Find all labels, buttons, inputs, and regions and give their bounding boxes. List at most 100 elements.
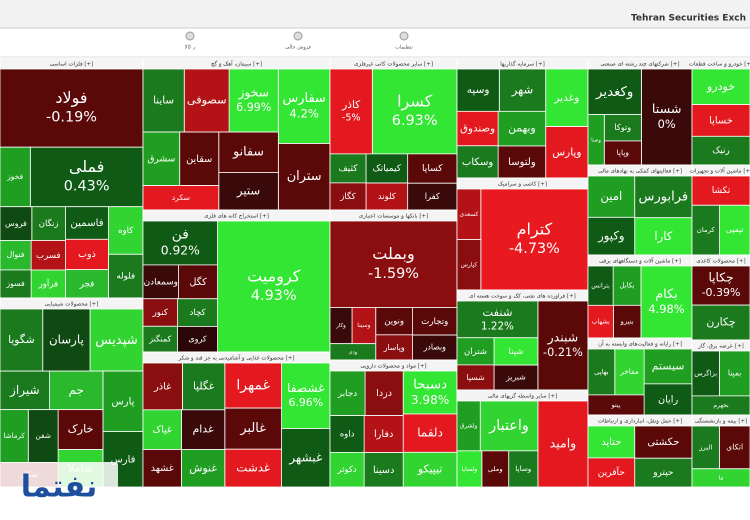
stock-tile[interactable]: وصنا: [587, 114, 605, 166]
stock-tile[interactable]: کیمیاتک: [365, 153, 409, 184]
stock-tile[interactable]: وکار: [329, 307, 353, 345]
stock-tile[interactable]: بنیرو: [612, 304, 642, 339]
stock-tile[interactable]: غالبر: [224, 407, 282, 450]
stock-tile[interactable]: کرومیت 4.93%: [217, 220, 331, 353]
stock-tile[interactable]: کفرا: [407, 182, 458, 211]
stock-tile[interactable]: دزدا: [364, 370, 404, 416]
stock-tile[interactable]: وپاسار: [375, 334, 413, 361]
stock-tile[interactable]: داوه: [329, 415, 365, 453]
stock-tile[interactable]: فسوز: [0, 269, 32, 299]
stock-tile[interactable]: غاذر: [142, 362, 183, 411]
stock-tile[interactable]: سیستم: [643, 348, 693, 385]
stock-tile[interactable]: چکاپا-0.39%: [691, 265, 750, 306]
toolbar-button[interactable]: فروش حالی: [285, 31, 311, 51]
stock-tile[interactable]: وبهمن: [497, 110, 547, 147]
stock-tile[interactable]: تیپیکو: [402, 451, 458, 488]
stock-tile[interactable]: ولشرق: [456, 400, 481, 452]
sector-name[interactable]: فعالیتهای کمکی به نهادهای مالی [+]: [598, 168, 682, 175]
stock-tile[interactable]: شیراز: [0, 370, 51, 411]
stock-tile[interactable]: غنوش: [181, 449, 226, 488]
sector-name[interactable]: محصولات غذایی و آشامیدنی به جز قند و شکر…: [178, 355, 295, 362]
stock-tile[interactable]: وامید: [537, 400, 589, 488]
sector-name[interactable]: مواد و محصولات دارویی [+]: [360, 364, 426, 370]
stock-tile[interactable]: کلوند: [365, 182, 409, 211]
stock-tile[interactable]: فاسمین: [65, 206, 109, 240]
stock-tile[interactable]: کاذر-5%: [329, 68, 373, 155]
stock-tile[interactable]: وسپه: [456, 68, 500, 112]
stock-tile[interactable]: اتکای: [718, 425, 750, 470]
stock-tile[interactable]: کارا: [634, 217, 693, 256]
toolbar-button[interactable]: تنظیمات: [395, 31, 413, 51]
stock-tile[interactable]: شفن: [27, 409, 59, 464]
stock-tile[interactable]: مفاخر: [614, 348, 645, 396]
stock-tile[interactable]: زنگان: [31, 206, 66, 241]
stock-tile[interactable]: کرماشا: [0, 409, 29, 464]
sector-name[interactable]: بیمه و بازنشستگی [+]: [695, 418, 748, 425]
stock-tile[interactable]: بمپنا: [718, 350, 750, 397]
stock-tile[interactable]: غمهرا: [224, 362, 282, 409]
stock-tile[interactable]: ولساپا: [456, 450, 483, 488]
stock-tile[interactable]: سکرد: [142, 185, 220, 211]
stock-tile[interactable]: شگویا: [0, 308, 44, 372]
stock-tile[interactable]: دلقما: [402, 413, 458, 453]
stock-tile[interactable]: وکپور: [587, 216, 636, 256]
stock-tile[interactable]: حکشتی: [634, 425, 693, 459]
sector-name[interactable]: سرمایه گذاریها [+]: [500, 61, 545, 68]
stock-tile[interactable]: وسینا: [351, 307, 377, 345]
stock-tile[interactable]: غپاک: [142, 409, 182, 450]
toolbar-button[interactable]: ر کالا: [185, 31, 196, 51]
stock-tile[interactable]: سقاین: [179, 131, 220, 186]
stock-tile[interactable]: ستیر: [218, 172, 279, 211]
stock-tile[interactable]: کروی: [177, 326, 218, 353]
stock-tile[interactable]: وکغدیر: [587, 68, 642, 115]
stock-tile[interactable]: وبملت -1.59%: [329, 220, 458, 308]
stock-tile[interactable]: فخوز: [0, 146, 31, 208]
stock-tile[interactable]: شسپا: [456, 364, 495, 391]
stock-tile[interactable]: کسعدی: [456, 188, 482, 240]
stock-tile[interactable]: وبصادر: [412, 334, 458, 361]
stock-tile[interactable]: امین: [587, 175, 636, 218]
stock-tile[interactable]: کسرا 6.93%: [371, 68, 458, 155]
stock-tile[interactable]: فرابورس: [634, 175, 693, 219]
stock-tile[interactable]: تکشا: [691, 175, 750, 206]
sector-name[interactable]: عرضه برق، گاز [+]: [697, 343, 744, 350]
stock-tile[interactable]: خارک: [57, 409, 104, 450]
stock-tile[interactable]: حآفرین: [587, 457, 636, 488]
stock-tile[interactable]: فولاد -0.19%: [0, 68, 144, 148]
stock-tile[interactable]: تپمپی: [719, 204, 750, 256]
sector-name[interactable]: کاشی و سرامیک [+]: [498, 181, 547, 188]
stock-tile[interactable]: دکوثر: [329, 452, 365, 488]
stock-tile[interactable]: حپترو: [634, 457, 693, 488]
stock-tile[interactable]: شهر: [498, 68, 547, 112]
sector-name[interactable]: استخراج کانه های فلزی [+]: [204, 213, 269, 220]
stock-tile[interactable]: غگلپا: [182, 362, 226, 411]
stock-tile[interactable]: وتجارت: [412, 307, 458, 336]
stock-tile[interactable]: رنیک: [691, 135, 750, 166]
stock-tile[interactable]: کثیف: [329, 153, 367, 184]
sector-name[interactable]: محصولات کاغذی [+]: [696, 258, 745, 265]
stock-tile[interactable]: فسرب: [30, 240, 66, 271]
stock-tile[interactable]: وپاپا: [603, 140, 642, 166]
stock-tile[interactable]: کنور: [142, 298, 178, 327]
stock-tile[interactable]: غبشهر: [281, 428, 331, 488]
stock-tile[interactable]: فملی 0.43%: [29, 146, 144, 208]
stock-tile[interactable]: چکارن: [691, 304, 750, 341]
stock-tile[interactable]: کچاد: [177, 298, 218, 327]
stock-tile[interactable]: غشهد: [142, 449, 182, 488]
stock-tile[interactable]: فرآور: [30, 269, 66, 299]
stock-tile[interactable]: وصندوق: [456, 110, 499, 147]
stock-tile[interactable]: بکابل: [612, 265, 642, 306]
stock-tile[interactable]: وتوکا: [603, 114, 642, 142]
sector-name[interactable]: رایانه و فعالیت‌های وابسته به آن [+]: [598, 341, 682, 348]
sector-name[interactable]: شرکتهای چند رشته ای صنعتی [+]: [601, 61, 680, 68]
sector-name[interactable]: فلزات اساسی [+]: [50, 62, 94, 68]
stock-tile[interactable]: وسکاب: [456, 145, 499, 179]
stock-tile[interactable]: دفارا: [363, 415, 404, 453]
stock-tile[interactable]: بشهاب: [587, 304, 614, 339]
stock-tile[interactable]: واعتبار: [479, 400, 539, 452]
stock-tile[interactable]: فجر: [65, 269, 109, 299]
stock-tile[interactable]: کساپا: [407, 153, 458, 184]
